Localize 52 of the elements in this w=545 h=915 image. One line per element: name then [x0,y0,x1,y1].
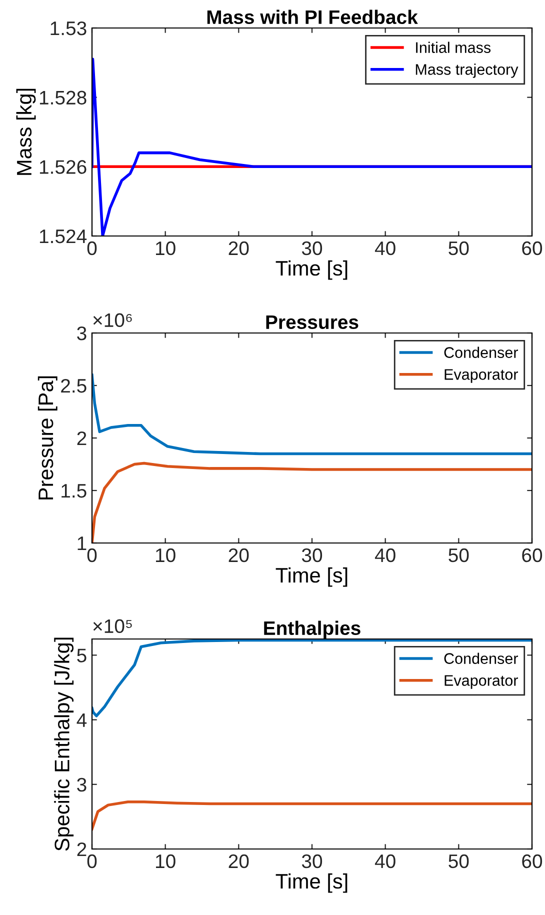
text: ×10⁵ [93,619,132,634]
x-tick-label: 0 [87,241,97,256]
y-tick-label: 1.526 [40,160,86,174]
x-tick-label: 0 [87,854,97,868]
y-tick-label: 1.53 [50,21,86,36]
x-tick-label: 30 [302,241,322,256]
y-tick-label: 4 [76,713,87,727]
legend-label: Condenser [444,346,518,358]
x-tick-label: 40 [374,241,396,256]
y-tick-label: 2 [77,431,86,446]
y-tick-label: 2.5 [61,378,86,393]
y-tick-label: 1.528 [40,90,86,105]
x-tick-label: 20 [228,241,249,256]
y-tick-label: 2 [77,842,86,856]
x-axis-title: Time [s] [276,567,348,587]
x-tick-label: 60 [522,241,542,256]
x-tick-label: 20 [228,854,249,868]
legend-label: Evaporator [444,369,518,383]
x-axis-title: Time [s] [276,260,348,280]
y-axis-title: Pressure [Pa] [38,376,58,500]
x-tick-label: 10 [156,241,176,256]
y-tick-label: 1.524 [40,229,87,244]
x-tick-label: 40 [374,548,396,562]
x-axis-title: Time [s] [276,873,348,893]
y-tick-label: 3 [77,326,86,340]
x-tick-label: 0 [87,548,97,562]
legend-label: Condenser [444,652,518,664]
text: ×10⁶ [93,313,132,328]
x-tick-label: 30 [302,854,322,868]
chart-title: Mass with PI Feedback [207,10,418,24]
x-tick-label: 60 [522,548,542,562]
y-tick-label: 1.5 [62,484,86,498]
line-series [92,800,532,830]
x-tick-label: 20 [228,548,249,562]
x-tick-label: 60 [522,854,542,868]
x-tick-label: 50 [448,854,469,868]
x-tick-label: 10 [156,854,176,868]
legend-label: Initial mass [416,42,491,53]
y-axis-title: Mass [kg] [16,88,36,175]
x-tick-label: 30 [302,548,322,562]
y-tick-label: 3 [77,778,86,792]
x-tick-label: 40 [374,854,396,868]
legend-label: Mass trajectory [416,64,518,78]
x-tick-label: 50 [448,548,469,562]
x-tick-label: 10 [156,548,176,562]
chart-title: Enthalpies [264,620,360,639]
legend-label: Evaporator [444,675,518,689]
y-axis-title: Specific Enthalpy [J/kg] [54,638,74,851]
x-tick-label: 50 [448,241,469,256]
y-tick-label: 1 [78,536,86,550]
y-tick-label: 5 [77,648,86,662]
chart-title: Pressures [266,315,358,330]
